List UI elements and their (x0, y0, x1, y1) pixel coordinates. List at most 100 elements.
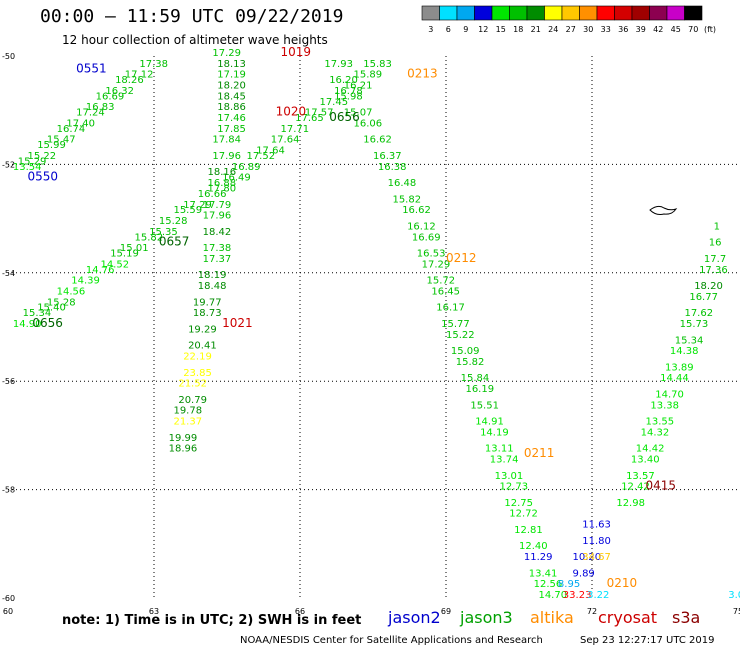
data-point-label: 11.80 (582, 536, 611, 547)
data-point-label: 19.99 (169, 433, 198, 444)
data-point-label: 15.35 (149, 227, 178, 238)
data-point-label: 16.77 (689, 292, 718, 303)
x-tick-label: 63 (149, 607, 159, 616)
data-point-label: 16.17 (436, 303, 465, 314)
data-point-label: 11.63 (582, 520, 611, 531)
data-point-label: 20.41 (188, 341, 217, 352)
data-point-label: 13.55 (646, 417, 675, 428)
data-point-label: 11.29 (524, 552, 553, 563)
data-point-label: 22.19 (183, 352, 212, 363)
data-point-label: 15.34 (23, 308, 52, 319)
data-point-label: 17.36 (699, 265, 728, 276)
colorbar-label: 15 (496, 25, 506, 34)
legend-altika: altika (530, 608, 574, 627)
data-point-label: 15.83 (363, 59, 392, 70)
data-point-label: 16.49 (222, 173, 251, 184)
pass-time-label: 1019 (281, 45, 312, 59)
data-point-label: 14.32 (641, 427, 670, 438)
data-point-label: 13.38 (650, 400, 679, 411)
data-point-label: 17.29 (422, 259, 451, 270)
data-point-label: 16.78 (334, 86, 363, 97)
data-point-label: 15.73 (680, 319, 709, 330)
data-point-label: 1 (714, 221, 720, 232)
data-point-label: 12.98 (616, 498, 645, 509)
data-point-label: 15.51 (470, 400, 499, 411)
colorbar-label: 18 (513, 25, 523, 34)
data-point-label: 16.12 (407, 221, 436, 232)
data-point-label: 16.06 (354, 118, 383, 129)
data-point-label: 18.73 (193, 308, 222, 319)
colorbar-swatch (684, 5, 703, 21)
legend-jason3: jason3 (460, 608, 513, 627)
data-point-label: 17.64 (256, 146, 285, 157)
data-point-label: 16.21 (344, 81, 373, 92)
data-point-label: 14.70 (538, 590, 567, 601)
data-point-label: 12.81 (514, 525, 543, 536)
legend-jason2: jason2 (388, 608, 441, 627)
data-point-label: 15.28 (47, 297, 76, 308)
data-point-label: 17.45 (319, 97, 348, 108)
x-tick-label: 75 (733, 607, 740, 616)
colorbar-label: 21 (531, 25, 541, 34)
data-point-label: 17.96 (212, 151, 241, 162)
data-point-label: 17.65 (295, 113, 324, 124)
data-point-label: 17.29 (183, 200, 212, 211)
data-point-label: 16.53 (417, 249, 446, 260)
data-point-label: 14.91 (475, 417, 504, 428)
pass-time-label: 0656 (32, 316, 63, 330)
data-point-label: 12.42 (621, 482, 650, 493)
island-outline (649, 205, 678, 215)
y-tick-label: -50 (2, 52, 15, 61)
pass-time-label: 0212 (446, 251, 477, 265)
pass-time-label: 1020 (276, 105, 307, 119)
data-point-label: 15.22 (446, 330, 475, 341)
data-point-label: 17.24 (76, 108, 105, 119)
data-point-label: 15.29 (18, 156, 47, 167)
data-point-label: 16.69 (412, 232, 441, 243)
data-point-label: 14.52 (100, 259, 129, 270)
x-tick-label: 69 (441, 607, 451, 616)
pass-time-label: 1021 (222, 316, 253, 330)
data-point-label: 18.48 (198, 281, 227, 292)
data-point-label: 12.40 (519, 541, 548, 552)
data-point-label: 14.90 (13, 319, 42, 330)
data-point-label: 13.89 (665, 362, 694, 373)
data-point-label: 17.40 (66, 118, 95, 129)
data-point-label: 13.40 (631, 455, 660, 466)
y-tick-label: -54 (2, 269, 15, 278)
data-point-label: 18.19 (198, 270, 227, 281)
data-point-label: 15.89 (354, 70, 383, 81)
data-point-label: 17.38 (139, 59, 168, 70)
data-point-label: 15.07 (344, 108, 373, 119)
data-point-label: 15.82 (456, 357, 485, 368)
data-point-label: 19.78 (173, 406, 202, 417)
data-point-label: 15.09 (451, 346, 480, 357)
data-point-label: 16.69 (96, 91, 125, 102)
data-point-label: 13.01 (495, 471, 524, 482)
data-point-label: 18.86 (217, 102, 246, 113)
data-point-label: 15.40 (37, 303, 66, 314)
data-point-label: 18.45 (217, 91, 246, 102)
data-point-label: 19.29 (188, 324, 217, 335)
data-point-label: 19.77 (193, 297, 222, 308)
data-point-label: 15.22 (27, 151, 56, 162)
data-point-label: 13.54 (13, 162, 42, 173)
y-tick-label: -56 (2, 377, 15, 386)
data-point-label: 17.64 (271, 135, 300, 146)
colorbar-label: 39 (636, 25, 646, 34)
x-tick-label: 66 (295, 607, 305, 616)
footer-credit: NOAA/NESDIS Center for Satellite Applica… (240, 635, 543, 646)
data-point-label: 14.19 (480, 427, 509, 438)
data-point-label: 15.72 (427, 276, 456, 287)
data-point-label: 17.46 (217, 113, 246, 124)
data-point-label: 16.62 (402, 205, 431, 216)
data-point-label: 21.52 (178, 379, 207, 390)
data-point-label: 33.23 (563, 590, 592, 601)
data-point-label: 15.77 (441, 319, 470, 330)
colorbar-label: 42 (653, 25, 663, 34)
data-point-label: 17.80 (208, 184, 237, 195)
chart-subtitle: 12 hour collection of altimeter wave hei… (62, 33, 328, 47)
pass-time-label: 0656 (329, 110, 360, 124)
